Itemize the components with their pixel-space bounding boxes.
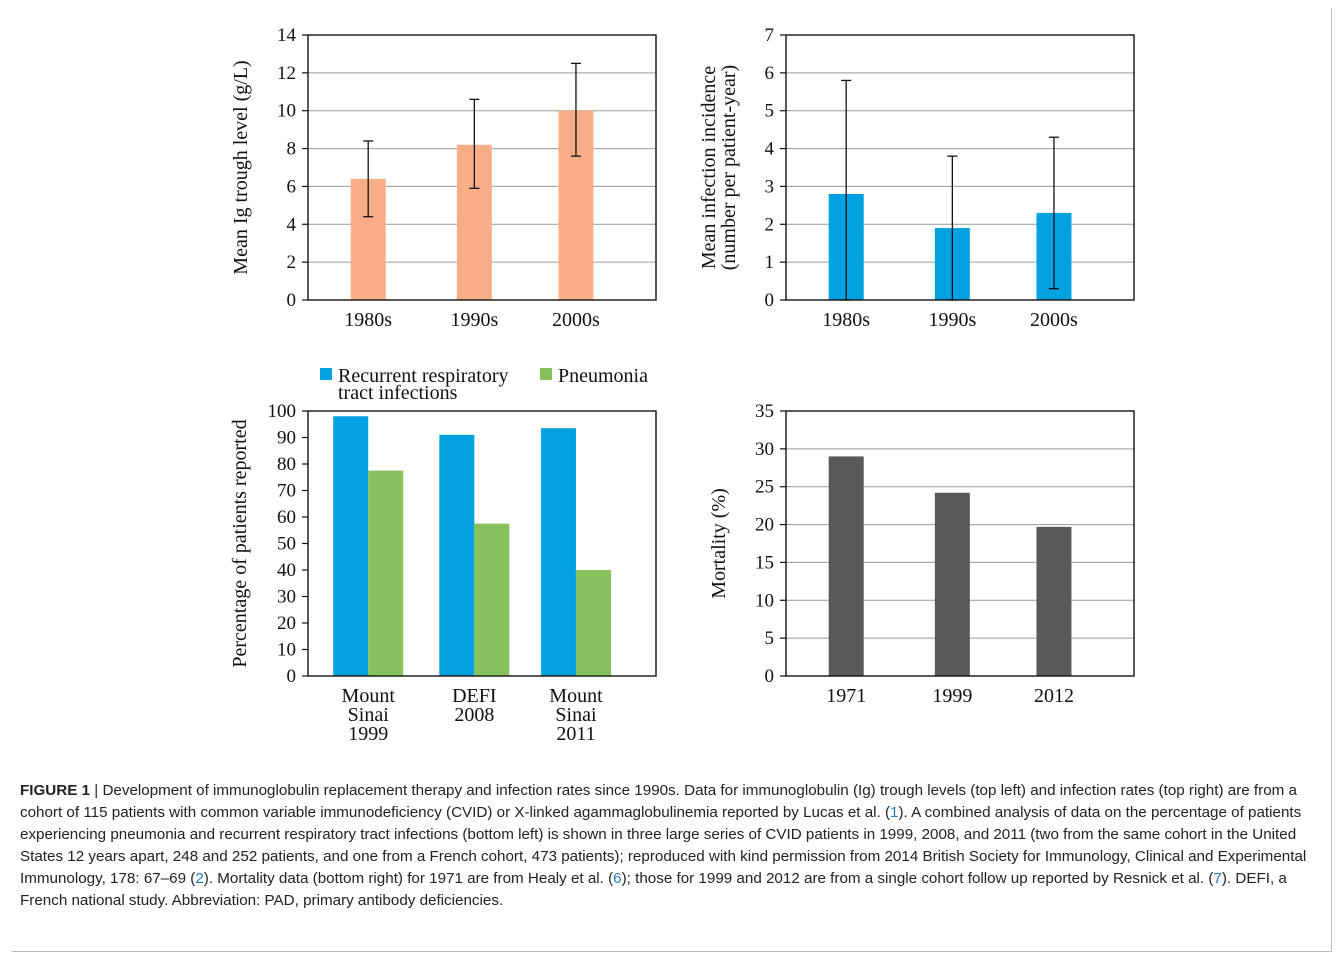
bottom-left-bar-recurrent [439, 434, 475, 676]
bottom-left-ytick-label: 100 [268, 401, 297, 422]
bottom-left-bar-pneumonia [474, 523, 510, 676]
bottom-right-bar [934, 492, 970, 676]
bottom-right-ytick-label: 10 [755, 590, 774, 611]
top-right-ytick-label: 4 [765, 139, 775, 160]
bottom-left-xtick-label: DEFI [452, 685, 496, 707]
bottom-left-ytick-label: 20 [277, 613, 296, 634]
top-left-xtick-label: 1980s [344, 309, 392, 331]
top-right-ytick-label: 0 [765, 290, 775, 311]
bottom-left-xtick-label: 2008 [454, 704, 494, 726]
top-left-ytick-label: 4 [287, 214, 297, 235]
top-left-ytick-label: 2 [287, 252, 297, 273]
caption-text: Development of immunoglobulin replacemen… [20, 782, 1297, 821]
top-right-ytick-label: 6 [765, 63, 775, 84]
bottom-right-ytick-label: 35 [755, 401, 774, 422]
bottom-left-xtick-label: 1999 [348, 723, 388, 745]
bottom-left-ytick-label: 80 [277, 454, 296, 475]
caption-text: ). Mortality data (bottom right) for 197… [203, 870, 614, 887]
bottom-left-xtick-label: Sinai [348, 704, 390, 726]
top-right-ytick-label: 1 [765, 252, 775, 273]
bottom-left-bar-pneumonia [575, 570, 611, 676]
bottom-right-xtick-label: 1999 [932, 685, 972, 707]
caption-text: ). A combined analysis of data on the pe… [20, 804, 1307, 887]
top-right-ylabel: Mean infection incidence [698, 66, 720, 269]
top-right-ytick-label: 3 [765, 176, 775, 197]
top-left-ytick-label: 14 [277, 25, 297, 46]
bottom-right-bar [1036, 526, 1072, 676]
top-left-ytick-label: 8 [287, 139, 297, 160]
caption-body: Development of immunoglobulin replacemen… [20, 782, 1306, 909]
bottom-left-ytick-label: 40 [277, 560, 296, 581]
caption-reference-link[interactable]: 2 [195, 870, 204, 887]
bottom-right-ytick-label: 30 [755, 439, 774, 460]
bottom-left-ylabel: Percentage of patients reported [229, 419, 251, 667]
caption-reference-link[interactable]: 7 [1213, 870, 1222, 887]
top-left-xtick-label: 2000s [552, 309, 600, 331]
bottom-left-legend-swatch [540, 368, 552, 380]
caption-text: ). DEFI, a French national study. Abbrev… [20, 870, 1287, 909]
top-left-ytick-label: 10 [277, 101, 296, 122]
caption-reference-link[interactable]: 6 [613, 870, 622, 887]
bottom-left-ytick-label: 70 [277, 481, 296, 502]
bottom-left-bar-recurrent [540, 428, 576, 676]
bottom-left-ytick-label: 90 [277, 428, 296, 449]
top-right-ytick-label: 5 [765, 101, 775, 122]
bottom-left-xtick-label: 2011 [556, 723, 595, 745]
bottom-left-bar-pneumonia [368, 470, 404, 676]
bottom-right-plot-frame [785, 410, 1135, 677]
bottom-left-legend-label: tract infections [338, 382, 458, 404]
bottom-right-ytick-label: 20 [755, 515, 774, 536]
bottom-left-legend-label: Pneumonia [558, 365, 648, 387]
bottom-left-ytick-label: 50 [277, 534, 296, 555]
top-left-ylabel: Mean Ig trough level (g/L) [230, 60, 252, 274]
top-right-plot-frame [785, 34, 1135, 301]
bottom-right-ytick-label: 15 [755, 552, 774, 573]
bottom-right-xtick-label: 1971 [826, 685, 866, 707]
bottom-left-ytick-label: 0 [287, 666, 297, 687]
bottom-right-xtick-label: 2012 [1034, 685, 1074, 707]
bottom-right-ytick-label: 5 [765, 628, 775, 649]
top-left-ytick-label: 12 [277, 63, 296, 84]
bottom-left-plot-frame [307, 410, 657, 677]
bottom-left-bar-recurrent [333, 416, 369, 676]
top-right-xtick-label: 1990s [928, 309, 976, 331]
top-right-ytick-label: 7 [765, 25, 775, 46]
top-right-ytick-label: 2 [765, 214, 775, 235]
bottom-right-bar [828, 456, 864, 676]
bottom-right-ylabel: Mortality (%) [708, 488, 730, 599]
figure-frame [12, 8, 1332, 952]
top-right-xtick-label: 1980s [822, 309, 870, 331]
bottom-left-xtick-label: Mount [549, 685, 603, 707]
bottom-left-legend-label: Recurrent respiratory [338, 365, 508, 387]
bottom-left-xtick-label: Sinai [555, 704, 597, 726]
bottom-right-ytick-label: 25 [755, 477, 774, 498]
bottom-left-ytick-label: 30 [277, 587, 296, 608]
bottom-right-ytick-label: 0 [765, 666, 775, 687]
bottom-left-ytick-label: 10 [277, 640, 296, 661]
top-left-ytick-label: 6 [287, 176, 297, 197]
top-right-xtick-label: 2000s [1030, 309, 1078, 331]
bottom-left-ytick-label: 60 [277, 507, 296, 528]
top-left-ytick-label: 0 [287, 290, 297, 311]
top-left-xtick-label: 1990s [450, 309, 498, 331]
figure-caption: FIGURE 1 | Development of immunoglobulin… [20, 780, 1320, 912]
bottom-left-xtick-label: Mount [342, 685, 396, 707]
caption-text: ); those for 1999 and 2012 are from a si… [621, 870, 1214, 887]
top-left-plot-frame [307, 34, 657, 301]
caption-label: FIGURE 1 [20, 782, 91, 799]
caption-separator: | [90, 782, 103, 799]
caption-reference-link[interactable]: 1 [890, 804, 899, 821]
top-right-ylabel: (number per patient-year) [718, 65, 740, 270]
bottom-left-legend-swatch [320, 368, 332, 380]
